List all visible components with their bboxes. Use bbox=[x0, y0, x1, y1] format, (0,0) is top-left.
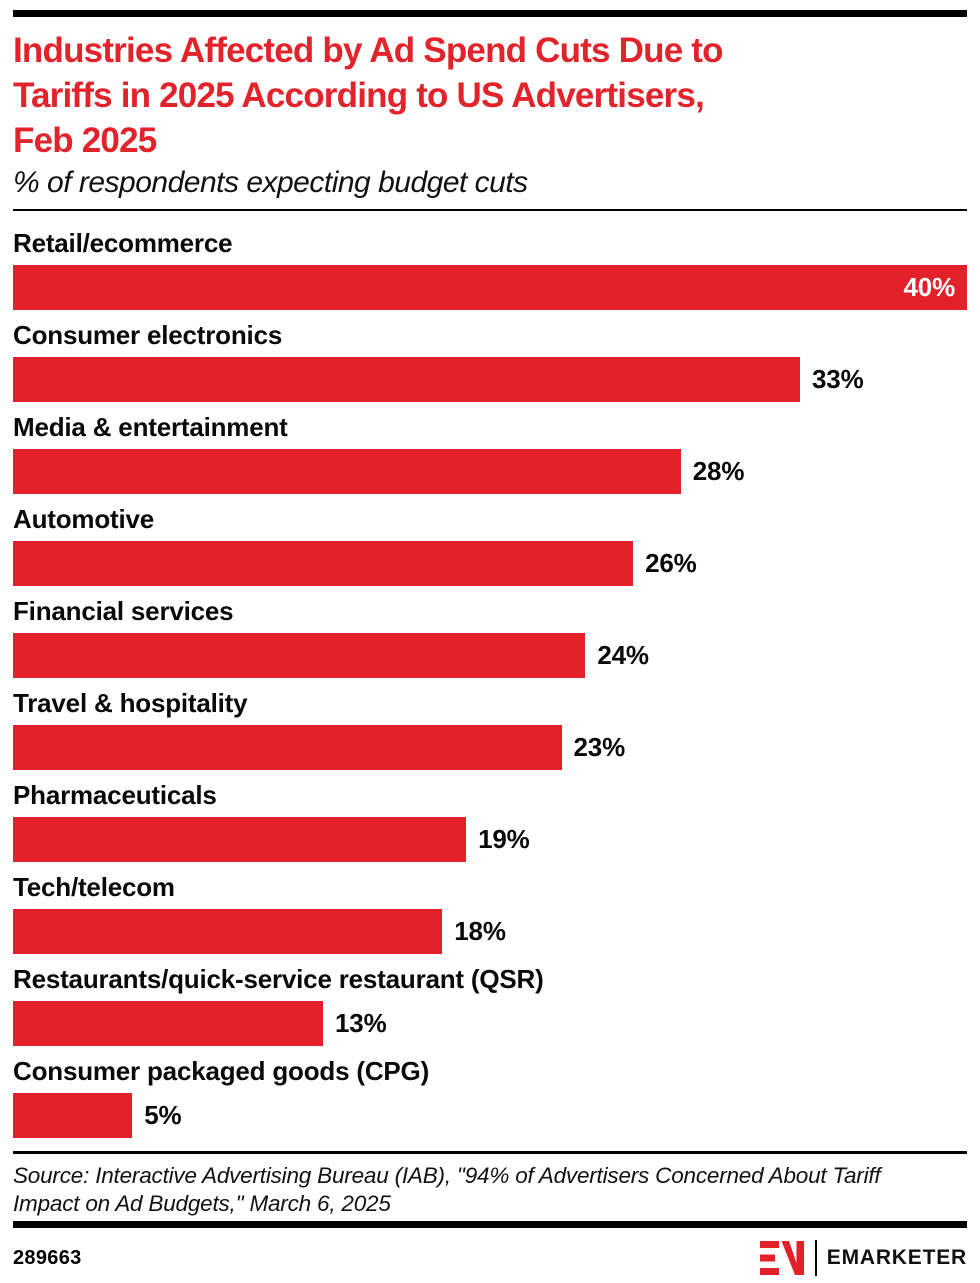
source-line: Impact on Ad Budgets," March 6, 2025 bbox=[13, 1191, 391, 1216]
value-label: 33% bbox=[812, 364, 864, 394]
bar-line: 5% bbox=[13, 1093, 967, 1138]
bar-line: 23% bbox=[13, 725, 967, 770]
bar-row: Tech/telecom 18% bbox=[13, 872, 967, 954]
chart-title-line: Tariffs in 2025 According to US Advertis… bbox=[13, 76, 705, 115]
source-line: Source: Interactive Advertising Bureau (… bbox=[13, 1163, 881, 1188]
bar-line: 33% bbox=[13, 357, 967, 402]
bar-line: 13% bbox=[13, 1001, 967, 1046]
bar bbox=[13, 817, 467, 862]
value-label: 13% bbox=[335, 1008, 387, 1038]
chart-title-line: Industries Affected by Ad Spend Cuts Due… bbox=[13, 31, 724, 70]
bar-row: Financial services 24% bbox=[13, 596, 967, 678]
value-label: 40% bbox=[903, 272, 956, 302]
logo-divider bbox=[814, 1240, 817, 1276]
bar-row: Pharmaceuticals 19% bbox=[13, 780, 967, 862]
value-label: 18% bbox=[454, 916, 506, 946]
bar bbox=[13, 909, 443, 954]
bar bbox=[13, 1001, 324, 1046]
chart-id: 289663 bbox=[13, 1246, 82, 1269]
footer: 289663 EMARKETER bbox=[13, 1240, 967, 1276]
bar bbox=[13, 357, 801, 402]
value-label: 23% bbox=[573, 732, 626, 762]
bar-track: 40% bbox=[13, 265, 967, 310]
source-divider bbox=[13, 1151, 967, 1154]
bar bbox=[13, 725, 562, 770]
category-label: Pharmaceuticals bbox=[13, 780, 217, 810]
source-text: Source: Interactive Advertising Bureau (… bbox=[13, 1162, 967, 1218]
bar-row: Automotive 26% bbox=[13, 504, 967, 586]
category-label: Tech/telecom bbox=[13, 872, 175, 902]
value-label: 26% bbox=[645, 548, 697, 578]
category-label: Financial services bbox=[13, 596, 234, 626]
bar bbox=[13, 1093, 133, 1138]
bar-row: Media & entertainment 28% bbox=[13, 412, 967, 494]
bar bbox=[13, 449, 681, 494]
category-label: Retail/ecommerce bbox=[13, 228, 233, 258]
bar-row: Travel & hospitality 23% bbox=[13, 688, 967, 770]
bar-row: Consumer electronics 33% bbox=[13, 320, 967, 402]
category-label: Consumer packaged goods (CPG) bbox=[13, 1056, 430, 1086]
header-divider bbox=[13, 209, 967, 211]
bar-row: Consumer packaged goods (CPG) 5% bbox=[13, 1056, 967, 1138]
value-label: 24% bbox=[597, 640, 649, 670]
value-label: 19% bbox=[478, 824, 530, 854]
category-label: Travel & hospitality bbox=[13, 688, 248, 718]
bar-line: 26% bbox=[13, 541, 967, 586]
bar-row: Retail/ecommerce 40% bbox=[13, 228, 967, 310]
bar-line: 18% bbox=[13, 909, 967, 954]
bar-line: 28% bbox=[13, 449, 967, 494]
emarketer-logo: EMARKETER bbox=[759, 1240, 967, 1276]
category-label: Media & entertainment bbox=[13, 412, 288, 442]
bar-line: 19% bbox=[13, 817, 967, 862]
chart-title: Industries Affected by Ad Spend Cuts Due… bbox=[13, 28, 967, 163]
chart-title-line: Feb 2025 bbox=[13, 121, 157, 160]
bar bbox=[13, 541, 634, 586]
category-label: Automotive bbox=[13, 504, 155, 534]
value-label: 5% bbox=[144, 1100, 182, 1130]
footer-rule bbox=[13, 1221, 967, 1228]
bar-line: 24% bbox=[13, 633, 967, 678]
bar-row: Restaurants/quick-service restaurant (QS… bbox=[13, 964, 967, 1046]
top-rule bbox=[13, 10, 967, 17]
chart-subtitle: % of respondents expecting budget cuts bbox=[13, 166, 528, 199]
category-label: Consumer electronics bbox=[13, 320, 283, 350]
bar: 40% bbox=[13, 265, 967, 310]
value-label: 28% bbox=[692, 456, 745, 486]
bar-line: 40% bbox=[13, 265, 967, 310]
bar bbox=[13, 633, 586, 678]
bar-chart: Retail/ecommerce 40% Consumer electronic… bbox=[13, 228, 967, 1138]
category-label: Restaurants/quick-service restaurant (QS… bbox=[13, 964, 544, 994]
em-monogram-icon bbox=[759, 1241, 806, 1275]
emarketer-wordmark: EMARKETER bbox=[826, 1246, 967, 1269]
